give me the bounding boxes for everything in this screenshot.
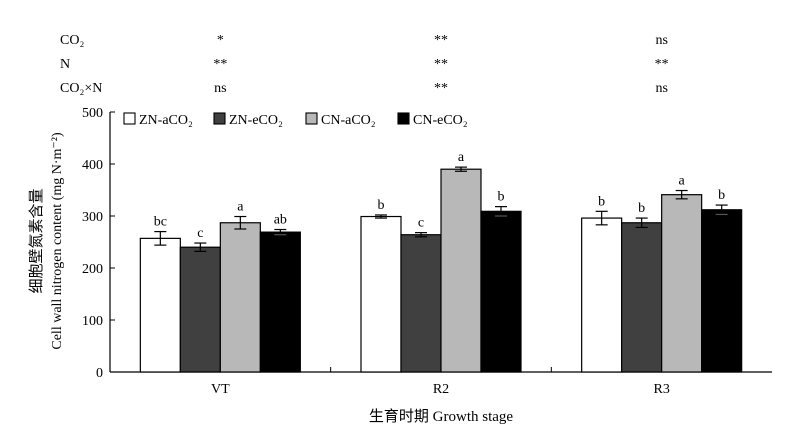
bar <box>480 210 522 373</box>
legend: ZN-aCO₂ ZN-eCO₂ CN-aCO₂ CN-eCO₂ <box>123 112 468 128</box>
y-tick-label: 0 <box>96 366 103 381</box>
significance-row-label: CO₂×N <box>60 81 102 96</box>
significance-value: ns <box>214 81 226 96</box>
legend-swatch <box>123 112 136 125</box>
y-tick-label: 300 <box>82 210 103 225</box>
bar <box>440 168 482 373</box>
significance-value: ** <box>434 33 448 48</box>
bar <box>400 234 442 373</box>
legend-label: ZN-aCO₂ <box>139 113 193 128</box>
bar <box>701 209 743 373</box>
bar <box>259 231 301 373</box>
significance-letter: bc <box>154 215 167 230</box>
significance-letter: a <box>458 150 465 165</box>
y-tick-label: 200 <box>82 262 103 277</box>
significance-letter: b <box>598 194 605 209</box>
legend-label: CN-eCO₂ <box>413 113 468 128</box>
x-axis-label: 生育时期 Growth stage <box>369 408 513 425</box>
bar <box>139 237 181 373</box>
bar <box>219 222 261 373</box>
y-axis-label: Cell wall nitrogen content (mg N·m⁻²) <box>50 132 65 350</box>
significance-value: ns <box>655 81 667 96</box>
bar <box>360 215 402 373</box>
legend-swatch <box>305 112 318 125</box>
y-tick-label: 400 <box>82 158 103 173</box>
significance-row-label: N <box>60 57 70 72</box>
significance-letter: a <box>679 174 686 189</box>
bar <box>661 194 703 373</box>
x-tick-label: R2 <box>433 382 449 397</box>
bar <box>179 246 221 373</box>
significance-letter: ab <box>274 213 287 228</box>
significance-value: ** <box>213 57 227 72</box>
significance-value: ** <box>655 57 669 72</box>
legend-swatch <box>213 112 226 125</box>
x-tick-label: VT <box>211 382 230 397</box>
bar <box>581 217 623 373</box>
significance-value: ** <box>434 57 448 72</box>
significance-letter: c <box>418 216 424 231</box>
x-tick-label: R3 <box>653 382 669 397</box>
significance-letter: b <box>638 201 645 216</box>
significance-value: ns <box>655 33 667 48</box>
significance-table: CO₂ * ** nsN ** ** **CO₂×N ns ** ns <box>60 33 669 96</box>
legend-swatch <box>397 112 410 125</box>
y-tick-label: 100 <box>82 314 103 329</box>
significance-letter: a <box>237 200 244 215</box>
y-axis-label-chinese: 细胞壁氮素含量 <box>28 188 45 293</box>
y-tick-label: 500 <box>82 106 103 121</box>
significance-value: ** <box>434 81 448 96</box>
significance-letter: c <box>197 226 203 241</box>
significance-value: * <box>217 33 224 48</box>
legend-label: CN-aCO₂ <box>321 113 376 128</box>
bar <box>621 222 663 373</box>
significance-row-label: CO₂ <box>60 33 84 48</box>
legend-label: ZN-eCO₂ <box>229 113 283 128</box>
significance-letter: b <box>378 198 385 213</box>
significance-letter: b <box>498 190 505 205</box>
significance-letter: b <box>718 188 725 203</box>
